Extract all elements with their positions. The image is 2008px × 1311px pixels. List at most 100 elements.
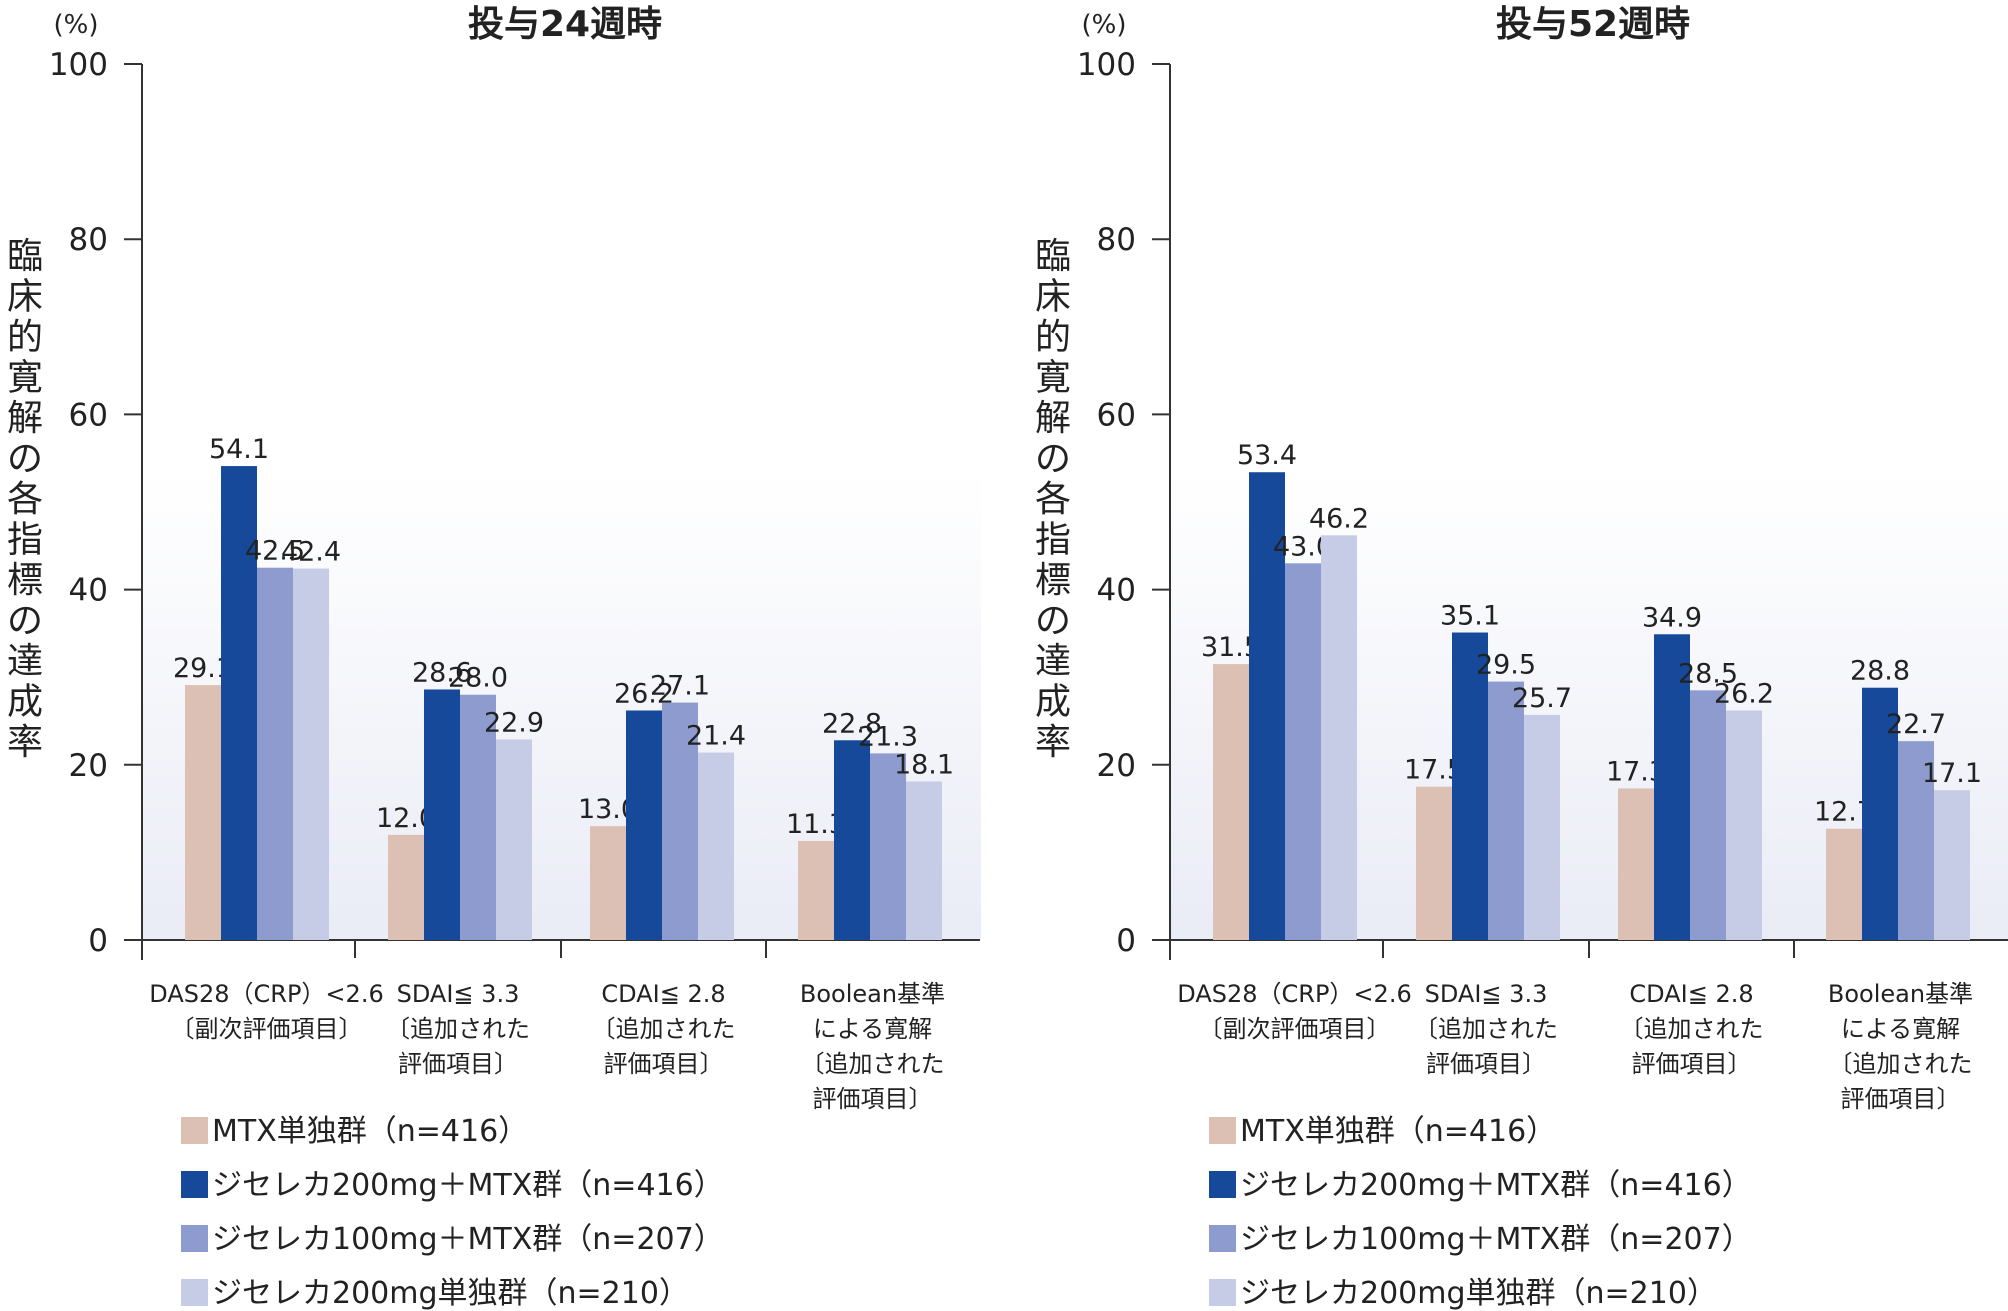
x-category-label: SDAI≦ 3.3: [1425, 980, 1548, 1008]
bar-value-label: 22.8: [822, 708, 882, 739]
x-category-label: による寛解: [813, 1015, 932, 1043]
bar: [698, 752, 734, 940]
x-category-label: 評価項目〕: [1426, 1050, 1546, 1078]
y-tick-label: 80: [69, 222, 108, 258]
legend-swatch: [1209, 1279, 1236, 1306]
bar: [388, 834, 424, 940]
x-category-label: 〔副次評価項目〕: [171, 1015, 363, 1043]
bar: [1618, 788, 1654, 940]
bar: [1862, 687, 1898, 940]
bar: [257, 567, 293, 940]
bar: [424, 689, 460, 940]
bar-value-label: 26.2: [1714, 678, 1774, 709]
legend-label: ジセレカ200mg＋MTX群（n=416）: [1240, 1168, 1752, 1203]
bar: [293, 568, 329, 940]
y-tick-label: 100: [1077, 47, 1136, 83]
x-category-label: 評価項目〕: [604, 1050, 724, 1078]
y-axis-unit: (%): [54, 10, 99, 40]
bar: [834, 740, 870, 940]
bar: [626, 710, 662, 940]
chart-panel-week24: 投与24週時(%)臨床的寛解の各指標の達成率02040608010029.154…: [7, 4, 981, 1311]
legend-swatch: [1209, 1225, 1236, 1252]
chart-panel-week52: 投与52週時(%)臨床的寛解の各指標の達成率02040608010031.553…: [1035, 4, 2008, 1311]
bar-value-label: 46.2: [1309, 503, 1369, 534]
x-category-label: CDAI≦ 2.8: [1629, 980, 1753, 1008]
x-category-label: 〔副次評価項目〕: [1199, 1015, 1391, 1043]
x-category-label: 評価項目〕: [398, 1050, 518, 1078]
legend-swatch: [1209, 1171, 1236, 1198]
legend-label: ジセレカ100mg＋MTX群（n=207）: [212, 1222, 724, 1257]
bar-value-label: 27.1: [650, 671, 710, 702]
chart-title: 投与24週時: [468, 4, 662, 45]
bar: [1416, 786, 1452, 940]
bar: [1826, 828, 1862, 940]
legend-label: ジセレカ200mg＋MTX群（n=416）: [212, 1168, 724, 1203]
x-category-label: 〔追加された: [1414, 1015, 1558, 1043]
bar: [1488, 681, 1524, 940]
y-tick-label: 60: [1097, 397, 1136, 433]
legend-label: MTX単独群（n=416）: [1240, 1114, 1556, 1149]
bar-value-label: 18.1: [894, 749, 954, 780]
y-tick-label: 40: [69, 573, 108, 609]
bar: [1654, 634, 1690, 940]
bar: [1285, 563, 1321, 940]
bar: [1524, 714, 1560, 940]
x-category-label: 〔追加された: [592, 1015, 736, 1043]
chart-title: 投与52週時: [1496, 4, 1690, 45]
bar-value-label: 28.5: [1678, 658, 1738, 689]
y-tick-label: 40: [1097, 573, 1136, 609]
legend-swatch: [181, 1279, 208, 1306]
bar-value-label: 42.4: [281, 537, 341, 568]
bar: [1934, 790, 1970, 940]
x-category-label: 評価項目〕: [1841, 1085, 1961, 1113]
bar: [221, 466, 257, 940]
legend-swatch: [181, 1171, 208, 1198]
x-category-label: 〔追加された: [801, 1050, 945, 1078]
y-axis-label: 臨床的寛解の各指標の達成率: [7, 236, 43, 763]
bar-value-label: 21.3: [858, 721, 918, 752]
x-category-label: 〔追加された: [1829, 1050, 1973, 1078]
bar: [906, 781, 942, 940]
x-category-label: SDAI≦ 3.3: [397, 980, 520, 1008]
bar: [1898, 741, 1934, 940]
x-category-label: 評価項目〕: [1632, 1050, 1752, 1078]
x-category-label: CDAI≦ 2.8: [601, 980, 725, 1008]
y-tick-label: 20: [69, 748, 108, 784]
x-category-label: Boolean基準: [800, 980, 945, 1008]
x-category-label: 評価項目〕: [813, 1085, 933, 1113]
x-category-label: Boolean基準: [1828, 980, 1973, 1008]
bar-value-label: 17.1: [1922, 758, 1982, 789]
bar: [1690, 690, 1726, 940]
bar-value-label: 54.1: [209, 434, 269, 465]
bar-value-label: 22.7: [1886, 709, 1946, 740]
bar: [460, 694, 496, 940]
x-category-label: DAS28（CRP）<2.6: [149, 980, 383, 1008]
bar-value-label: 42.5: [245, 536, 305, 567]
bar: [1452, 632, 1488, 940]
legend-swatch: [1209, 1117, 1236, 1144]
bar: [870, 753, 906, 940]
bar-value-label: 21.4: [686, 721, 746, 752]
bar-value-label: 28.0: [448, 663, 508, 694]
legend-label: ジセレカ200mg単独群（n=210）: [212, 1276, 689, 1311]
bar: [1321, 535, 1357, 940]
y-tick-label: 60: [69, 397, 108, 433]
y-tick-label: 0: [88, 923, 108, 959]
bar: [798, 841, 834, 940]
bar-value-label: 29.5: [1476, 650, 1536, 681]
bar: [590, 826, 626, 940]
x-category-label: 〔追加された: [386, 1015, 530, 1043]
x-category-label: 〔追加された: [1620, 1015, 1764, 1043]
legend-swatch: [181, 1117, 208, 1144]
y-tick-label: 0: [1116, 923, 1136, 959]
bar-value-label: 35.1: [1440, 601, 1500, 632]
bar-value-label: 22.9: [484, 707, 544, 738]
x-category-label: DAS28（CRP）<2.6: [1177, 980, 1411, 1008]
bar: [1213, 664, 1249, 940]
bar-value-label: 34.9: [1642, 602, 1702, 633]
y-tick-label: 80: [1097, 222, 1136, 258]
bar: [185, 685, 221, 940]
bar-value-label: 25.7: [1512, 683, 1572, 714]
